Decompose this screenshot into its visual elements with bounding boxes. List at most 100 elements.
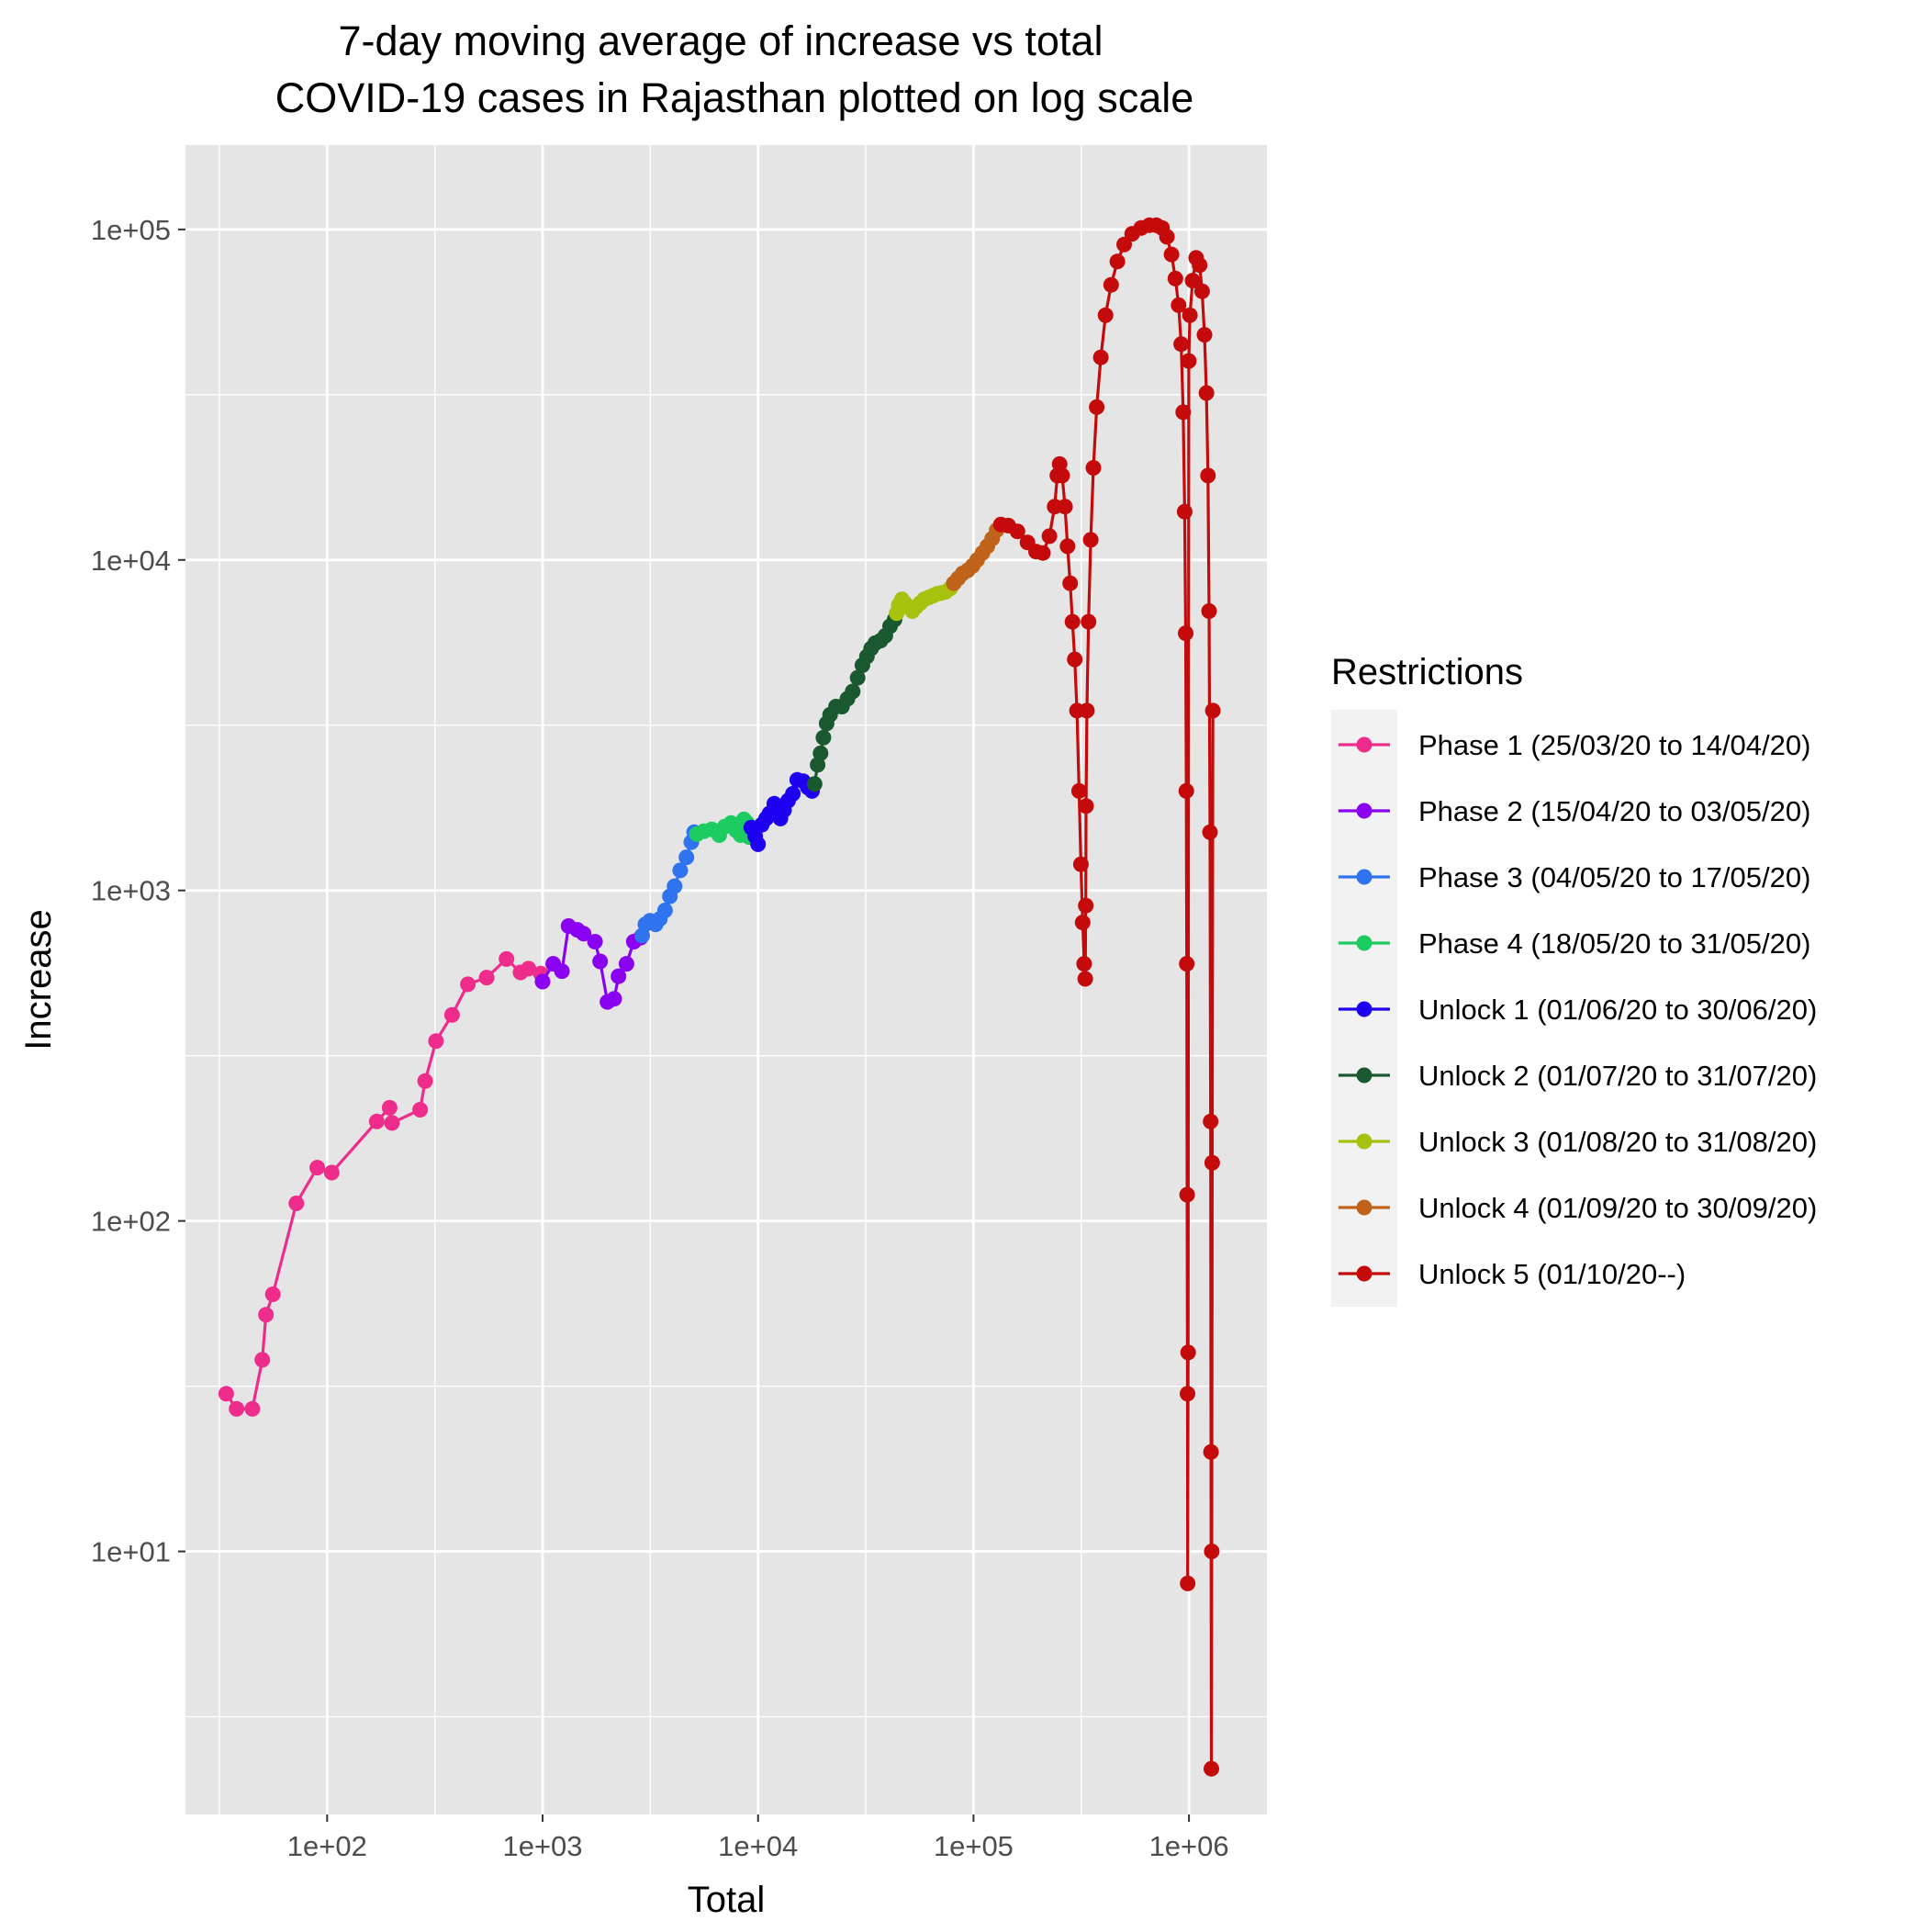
data-point: [1074, 915, 1091, 931]
data-point: [606, 991, 622, 1007]
data-point: [443, 1006, 460, 1023]
data-point: [1081, 613, 1097, 630]
data-point: [1204, 1544, 1220, 1559]
legend-key-point: [1356, 736, 1372, 753]
data-point: [611, 968, 627, 984]
data-point: [1182, 307, 1198, 323]
data-point: [1067, 651, 1083, 668]
data-point: [750, 836, 767, 852]
data-point: [1059, 538, 1076, 555]
series-9: [992, 217, 1221, 1777]
legend-item: Phase 4 (18/05/20 to 31/05/20): [1339, 927, 1810, 960]
legend-item: Unlock 1 (01/06/20 to 30/06/20): [1339, 994, 1817, 1026]
data-point: [678, 849, 695, 866]
data-point: [521, 960, 537, 977]
chart-title-line-1: 7-day moving average of increase vs tota…: [339, 17, 1104, 64]
data-point: [1171, 297, 1187, 313]
data-point: [1204, 1760, 1219, 1777]
legend-title: Restrictions: [1331, 652, 1523, 692]
data-point: [587, 934, 603, 949]
data-point: [576, 926, 592, 942]
y-tick-label: 1e+05: [91, 214, 171, 246]
y-tick-label: 1e+01: [91, 1536, 171, 1568]
legend-item: Unlock 4 (01/09/20 to 30/09/20): [1339, 1192, 1817, 1224]
series-6: [806, 612, 902, 792]
data-point: [1035, 545, 1051, 561]
legend-key-point: [1356, 1265, 1372, 1282]
data-point: [1082, 532, 1099, 548]
data-point: [1181, 353, 1197, 369]
data-point: [1041, 528, 1058, 545]
data-point: [1201, 603, 1217, 619]
legend-label: Phase 3 (04/05/20 to 17/05/20): [1418, 861, 1810, 893]
data-point: [1193, 283, 1210, 299]
data-point: [806, 776, 823, 792]
data-point: [618, 956, 634, 972]
data-point: [1076, 956, 1092, 972]
legend-label: Phase 2 (15/04/20 to 03/05/20): [1418, 795, 1810, 827]
legend-item: Phase 3 (04/05/20 to 17/05/20): [1339, 861, 1810, 893]
data-point: [672, 862, 689, 879]
legend-key-point: [1356, 935, 1372, 951]
series-8: [946, 522, 1005, 591]
data-point: [1179, 1186, 1195, 1203]
legend-key-point: [1356, 803, 1372, 819]
data-point: [323, 1164, 340, 1181]
y-axis-label: Increase: [18, 909, 59, 1050]
legend-key-point: [1356, 1001, 1372, 1017]
data-point: [845, 683, 861, 700]
data-point: [1178, 782, 1194, 799]
legend-item: Unlock 5 (01/10/20--): [1339, 1258, 1686, 1290]
y-tick-label: 1e+03: [91, 875, 171, 907]
data-point: [1078, 897, 1094, 914]
legend-items: Phase 1 (25/03/20 to 14/04/20) Phase 2 (1…: [1339, 729, 1817, 1290]
data-point: [1173, 336, 1190, 353]
legend-key-point: [1356, 1067, 1372, 1084]
legend-label: Unlock 4 (01/09/20 to 30/09/20): [1418, 1192, 1817, 1224]
data-point: [1203, 1443, 1219, 1460]
legend: Restrictions Phase 1 (25/03/20 to 14/04/…: [1331, 652, 1817, 1307]
data-point: [812, 745, 829, 761]
data-point: [258, 1307, 274, 1323]
x-tick-label: 1e+02: [287, 1830, 367, 1862]
data-point: [381, 1099, 398, 1116]
data-point: [288, 1196, 305, 1211]
data-point: [1085, 460, 1102, 476]
legend-item: Phase 2 (15/04/20 to 03/05/20): [1339, 795, 1810, 827]
data-point: [785, 786, 801, 802]
data-point: [1116, 236, 1132, 253]
data-point: [1103, 276, 1119, 293]
legend-item: Phase 1 (25/03/20 to 14/04/20): [1339, 729, 1810, 761]
data-point: [1179, 956, 1195, 972]
data-point: [1167, 270, 1183, 286]
data-point: [1184, 273, 1201, 289]
data-point: [1204, 702, 1221, 719]
x-axis: 1e+02 1e+03 1e+04 1e+05 1e+06: [287, 1814, 1229, 1862]
legend-label: Unlock 5 (01/10/20--): [1418, 1258, 1686, 1290]
data-point: [1009, 523, 1025, 540]
data-point: [1203, 1113, 1219, 1129]
y-axis: 1e+01 1e+02 1e+03 1e+04 1e+05: [91, 214, 185, 1568]
data-point: [849, 669, 866, 686]
data-point: [592, 953, 609, 970]
data-point: [1176, 503, 1193, 520]
y-tick-label: 1e+04: [91, 545, 171, 577]
data-point: [1159, 229, 1175, 245]
legend-key-point: [1356, 869, 1372, 885]
data-point: [1062, 575, 1079, 591]
data-point: [1198, 385, 1215, 401]
data-point: [667, 878, 683, 894]
x-tick-label: 1e+05: [934, 1830, 1014, 1862]
legend-key-point: [1356, 1133, 1372, 1150]
data-point: [460, 976, 476, 993]
data-point: [1200, 467, 1216, 484]
data-point: [1078, 798, 1094, 814]
legend-label: Phase 1 (25/03/20 to 14/04/20): [1418, 729, 1810, 761]
data-point: [412, 1102, 429, 1118]
data-point: [1079, 702, 1095, 719]
data-point: [1054, 467, 1070, 484]
data-point: [554, 963, 570, 980]
data-point: [1097, 307, 1114, 323]
